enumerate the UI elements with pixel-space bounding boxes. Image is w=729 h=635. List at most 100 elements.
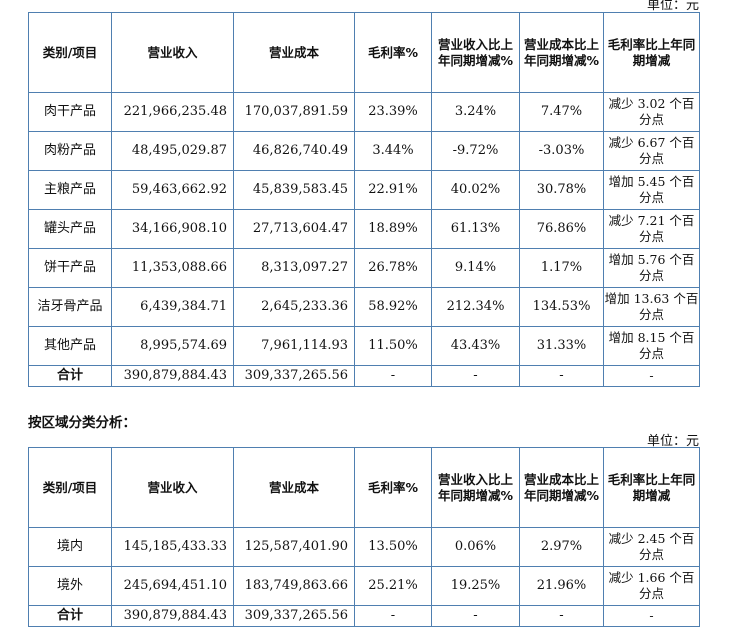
table-row: 境内 145,185,433.33 125,587,401.90 13.50% 0.06… — [28, 527, 700, 567]
cell-cost-change: 21.96% — [519, 566, 604, 606]
table-row: 主粮产品 59,463,662.92 45,839,583.45 22.91% 40.0… — [28, 170, 700, 210]
table-row: 洁牙骨产品 6,439,384.71 2,645,233.36 58.92% 212.3… — [28, 287, 700, 327]
cell-revenue: 221,966,235.48 — [111, 92, 234, 132]
table-row: 其他产品 8,995,574.69 7,961,114.93 11.50% 43.43%… — [28, 326, 700, 366]
cell-margin: 18.89% — [354, 209, 432, 249]
cell-cost: 183,749,863.66 — [233, 566, 355, 606]
cell-revenue-change: 43.43% — [431, 326, 520, 366]
cell-margin-change: - — [603, 605, 700, 627]
cell-category: 肉干产品 — [28, 92, 112, 132]
cell-cost-change: 134.53% — [519, 287, 604, 327]
cell-category: 合计 — [28, 365, 112, 387]
cell-cost-change: 30.78% — [519, 170, 604, 210]
header-margin-change: 毛利率比上年同期增减 — [603, 447, 700, 528]
cell-cost: 27,713,604.47 — [233, 209, 355, 249]
cell-margin: 58.92% — [354, 287, 432, 327]
cell-cost-change: - — [519, 605, 604, 627]
cell-margin-change: 增加 5.45 个百分点 — [603, 170, 700, 210]
header-revenue-change: 营业收入比上年同期增减% — [431, 12, 520, 93]
cell-revenue: 145,185,433.33 — [111, 527, 234, 567]
cell-margin-change: 减少 7.21 个百分点 — [603, 209, 700, 249]
cell-revenue-change: - — [431, 365, 520, 387]
header-margin: 毛利率% — [354, 447, 432, 528]
cell-margin-change: - — [603, 365, 700, 387]
cell-margin-change: 增加 8.15 个百分点 — [603, 326, 700, 366]
cell-revenue: 6,439,384.71 — [111, 287, 234, 327]
cell-cost: 45,839,583.45 — [233, 170, 355, 210]
region-table: 类别/项目 营业收入 营业成本 毛利率% 营业收入比上年同期增减% 营业成本比上… — [28, 447, 700, 627]
header-revenue-change: 营业收入比上年同期增减% — [431, 447, 520, 528]
table-row: 饼干产品 11,353,088.66 8,313,097.27 26.78% 9.14%… — [28, 248, 700, 288]
header-revenue: 营业收入 — [111, 12, 234, 93]
cell-margin: 26.78% — [354, 248, 432, 288]
cell-margin: 22.91% — [354, 170, 432, 210]
header-category: 类别/项目 — [28, 12, 112, 93]
cell-margin-change: 减少 1.66 个百分点 — [603, 566, 700, 606]
table-row: 肉干产品 221,966,235.48 170,037,891.59 23.39% 3.… — [28, 92, 700, 132]
cell-revenue-change: -9.72% — [431, 131, 520, 171]
cell-revenue: 48,495,029.87 — [111, 131, 234, 171]
cell-cost: 309,337,265.56 — [233, 365, 355, 387]
cell-category: 洁牙骨产品 — [28, 287, 112, 327]
unit-label: 单位：元 — [646, 434, 699, 449]
cell-cost: 2,645,233.36 — [233, 287, 355, 327]
cell-margin-change: 增加 5.76 个百分点 — [603, 248, 700, 288]
cell-revenue-change: 61.13% — [431, 209, 520, 249]
cell-cost-change: 76.86% — [519, 209, 604, 249]
cell-cost-change: 1.17% — [519, 248, 604, 288]
cell-cost-change: -3.03% — [519, 131, 604, 171]
cell-cost-change: 7.47% — [519, 92, 604, 132]
header-cost-change: 营业成本比上年同期增减% — [519, 447, 604, 528]
cell-margin-change: 增加 13.63 个百分点 — [603, 287, 700, 327]
cell-category: 境内 — [28, 527, 112, 567]
cell-cost: 8,313,097.27 — [233, 248, 355, 288]
cell-cost-change: - — [519, 365, 604, 387]
header-cost-change: 营业成本比上年同期增减% — [519, 12, 604, 93]
cell-revenue-change: 40.02% — [431, 170, 520, 210]
cell-margin: 13.50% — [354, 527, 432, 567]
cell-cost: 170,037,891.59 — [233, 92, 355, 132]
header-margin: 毛利率% — [354, 12, 432, 93]
cell-margin: 23.39% — [354, 92, 432, 132]
cell-revenue: 11,353,088.66 — [111, 248, 234, 288]
cell-margin-change: 减少 2.45 个百分点 — [603, 527, 700, 567]
cell-category: 饼干产品 — [28, 248, 112, 288]
section-title-region: 按区域分类分析： — [28, 415, 136, 431]
cell-margin: - — [354, 605, 432, 627]
cell-cost: 125,587,401.90 — [233, 527, 355, 567]
cell-cost: 7,961,114.93 — [233, 326, 355, 366]
cell-category: 其他产品 — [28, 326, 112, 366]
cell-cost: 46,826,740.49 — [233, 131, 355, 171]
cell-margin-change: 减少 3.02 个百分点 — [603, 92, 700, 132]
cell-revenue-change: 19.25% — [431, 566, 520, 606]
cell-margin: - — [354, 365, 432, 387]
product-category-table: 类别/项目 营业收入 营业成本 毛利率% 营业收入比上年同期增减% 营业成本比上… — [28, 12, 700, 387]
cell-revenue: 390,879,884.43 — [111, 365, 234, 387]
cell-revenue: 34,166,908.10 — [111, 209, 234, 249]
cell-cost-change: 2.97% — [519, 527, 604, 567]
cell-category: 境外 — [28, 566, 112, 606]
header-cost: 营业成本 — [233, 12, 355, 93]
unit-label: 单位：元 — [646, 0, 699, 13]
cell-margin: 25.21% — [354, 566, 432, 606]
cell-category: 主粮产品 — [28, 170, 112, 210]
table-header-row: 类别/项目 营业收入 营业成本 毛利率% 营业收入比上年同期增减% 营业成本比上… — [28, 447, 700, 528]
header-margin-change: 毛利率比上年同期增减 — [603, 12, 700, 93]
cell-revenue-change: 0.06% — [431, 527, 520, 567]
cell-category: 肉粉产品 — [28, 131, 112, 171]
cell-category: 合计 — [28, 605, 112, 627]
header-revenue: 营业收入 — [111, 447, 234, 528]
cell-revenue-change: 3.24% — [431, 92, 520, 132]
cell-revenue-change: 9.14% — [431, 248, 520, 288]
cell-margin-change: 减少 6.67 个百分点 — [603, 131, 700, 171]
cell-revenue-change: 212.34% — [431, 287, 520, 327]
total-row: 合计 390,879,884.43 309,337,265.56- - - - — [28, 365, 700, 387]
cell-revenue: 390,879,884.43 — [111, 605, 234, 627]
header-cost: 营业成本 — [233, 447, 355, 528]
table-row: 肉粉产品 48,495,029.87 46,826,740.49 3.44% -9.72… — [28, 131, 700, 171]
table-row: 罐头产品 34,166,908.10 27,713,604.47 18.89% 61.1… — [28, 209, 700, 249]
cell-revenue: 245,694,451.10 — [111, 566, 234, 606]
cell-revenue: 59,463,662.92 — [111, 170, 234, 210]
cell-margin: 11.50% — [354, 326, 432, 366]
cell-cost-change: 31.33% — [519, 326, 604, 366]
